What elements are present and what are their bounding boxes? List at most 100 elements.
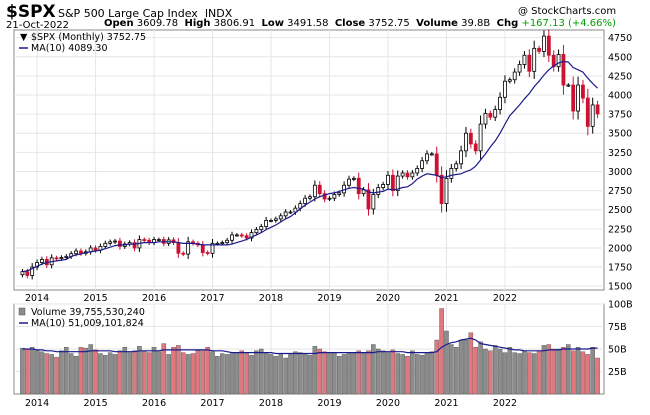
candle-down — [54, 257, 59, 260]
volume-bar — [258, 348, 264, 395]
price-x-tick-label: 2018 — [259, 293, 283, 304]
volume-bar — [566, 344, 571, 395]
candle-down — [488, 112, 493, 118]
volume-bar — [151, 347, 157, 395]
candle-down — [585, 97, 590, 127]
candle-up — [113, 240, 117, 243]
candle-up — [503, 80, 507, 98]
volume-bar — [297, 352, 303, 395]
low-label: Low — [261, 18, 284, 29]
volume-bar — [556, 348, 561, 395]
candle-up — [483, 112, 488, 125]
candle-up — [566, 84, 571, 87]
volume-bar — [68, 353, 74, 395]
volume-bar — [137, 346, 142, 395]
volume-bar — [410, 350, 415, 395]
price-x-tick-label: 2022 — [493, 293, 517, 304]
volume-bar — [332, 352, 337, 395]
volume-x-tick-label: 2015 — [83, 398, 107, 409]
volume-bar — [400, 354, 405, 395]
price-candles — [20, 29, 600, 280]
candle-up — [59, 257, 64, 260]
volume-bar — [585, 354, 591, 395]
high-value: 3806.91 — [213, 18, 256, 29]
volume-bar — [492, 345, 498, 395]
price-y-tick-label: 4000 — [608, 91, 632, 102]
volume-bar — [210, 351, 215, 395]
volume-bar — [390, 349, 396, 395]
volume-bar — [317, 348, 323, 395]
volume-y-axis: 25B 50B 75B 100B — [608, 300, 633, 379]
volume-legend: Volume 39,755,530,240 MA(10) 51,009,101,… — [18, 307, 145, 329]
volume-x-tick-label: 2022 — [493, 398, 517, 409]
volume-bar — [73, 356, 79, 395]
volume-bar — [34, 350, 40, 395]
price-y-tick-label: 4750 — [608, 33, 632, 44]
volume-bar — [575, 347, 581, 395]
candle-down — [142, 239, 147, 241]
price-y-tick-label: 3000 — [608, 167, 632, 178]
candle-up — [410, 172, 415, 178]
candle-down — [439, 174, 444, 204]
candle-down — [93, 247, 98, 251]
volume-bar — [219, 353, 225, 395]
candle-up — [532, 47, 537, 72]
volume-bar — [322, 351, 327, 395]
volume-bar — [200, 349, 206, 395]
candle-up — [576, 84, 580, 112]
volume-bar — [512, 352, 517, 395]
candle-up — [498, 96, 502, 110]
volume-legend-ma: MA(10) 51,009,101,824 — [31, 318, 144, 329]
volume-bar — [502, 352, 508, 395]
volume-bar — [54, 356, 59, 395]
close-value: 3752.75 — [368, 18, 410, 29]
volume-bar — [570, 350, 576, 395]
volume-bar — [64, 347, 69, 395]
volume-x-tick-label: 2016 — [142, 398, 166, 409]
volume-x-tick-label: 2018 — [259, 398, 283, 409]
price-x-tick-label: 2015 — [83, 293, 107, 304]
high-label: High — [184, 18, 211, 29]
candle-up — [386, 174, 390, 185]
candle-down — [366, 189, 371, 210]
candle-up — [225, 239, 230, 243]
volume-bar — [473, 347, 478, 395]
volume-bar — [356, 350, 362, 395]
volume-x-tick-label: 2021 — [434, 398, 458, 409]
volume-bar — [112, 354, 118, 395]
price-y-tick-label: 4250 — [608, 71, 632, 82]
candle-down — [317, 184, 322, 195]
candle-up — [35, 262, 39, 268]
price-x-tick-label: 2014 — [25, 293, 49, 304]
volume-bar — [190, 353, 196, 395]
volume-x-tick-label: 2014 — [25, 398, 49, 409]
price-x-tick-label: 2016 — [142, 293, 166, 304]
volume-bars — [20, 308, 600, 395]
volume-bar — [380, 350, 386, 395]
volume-bar — [117, 350, 123, 395]
price-legend: ▼ $SPX (Monthly) 3752.75 MA(10) 4089.30 — [19, 32, 146, 54]
candle-up — [425, 153, 429, 162]
candle-up — [444, 177, 449, 204]
candle-down — [537, 47, 541, 52]
candle-up — [420, 160, 425, 169]
volume-bar — [83, 347, 89, 395]
candle-up — [230, 234, 234, 241]
candle-up — [371, 194, 376, 210]
volume-bar — [103, 355, 108, 395]
volume-bar — [531, 353, 537, 395]
price-y-tick-label: 2750 — [608, 186, 632, 197]
volume-bar — [39, 351, 45, 395]
volume-bar — [458, 339, 464, 395]
candle-up — [332, 194, 337, 199]
volume-bar — [449, 344, 454, 395]
volume-bar — [122, 347, 128, 395]
candle-up — [273, 218, 278, 221]
candle-up — [454, 163, 459, 169]
volume-bar — [195, 350, 201, 395]
candle-up — [74, 250, 78, 255]
exchange-label: INDX — [204, 7, 233, 20]
volume-bar — [215, 356, 220, 395]
volume-bar — [283, 357, 288, 395]
